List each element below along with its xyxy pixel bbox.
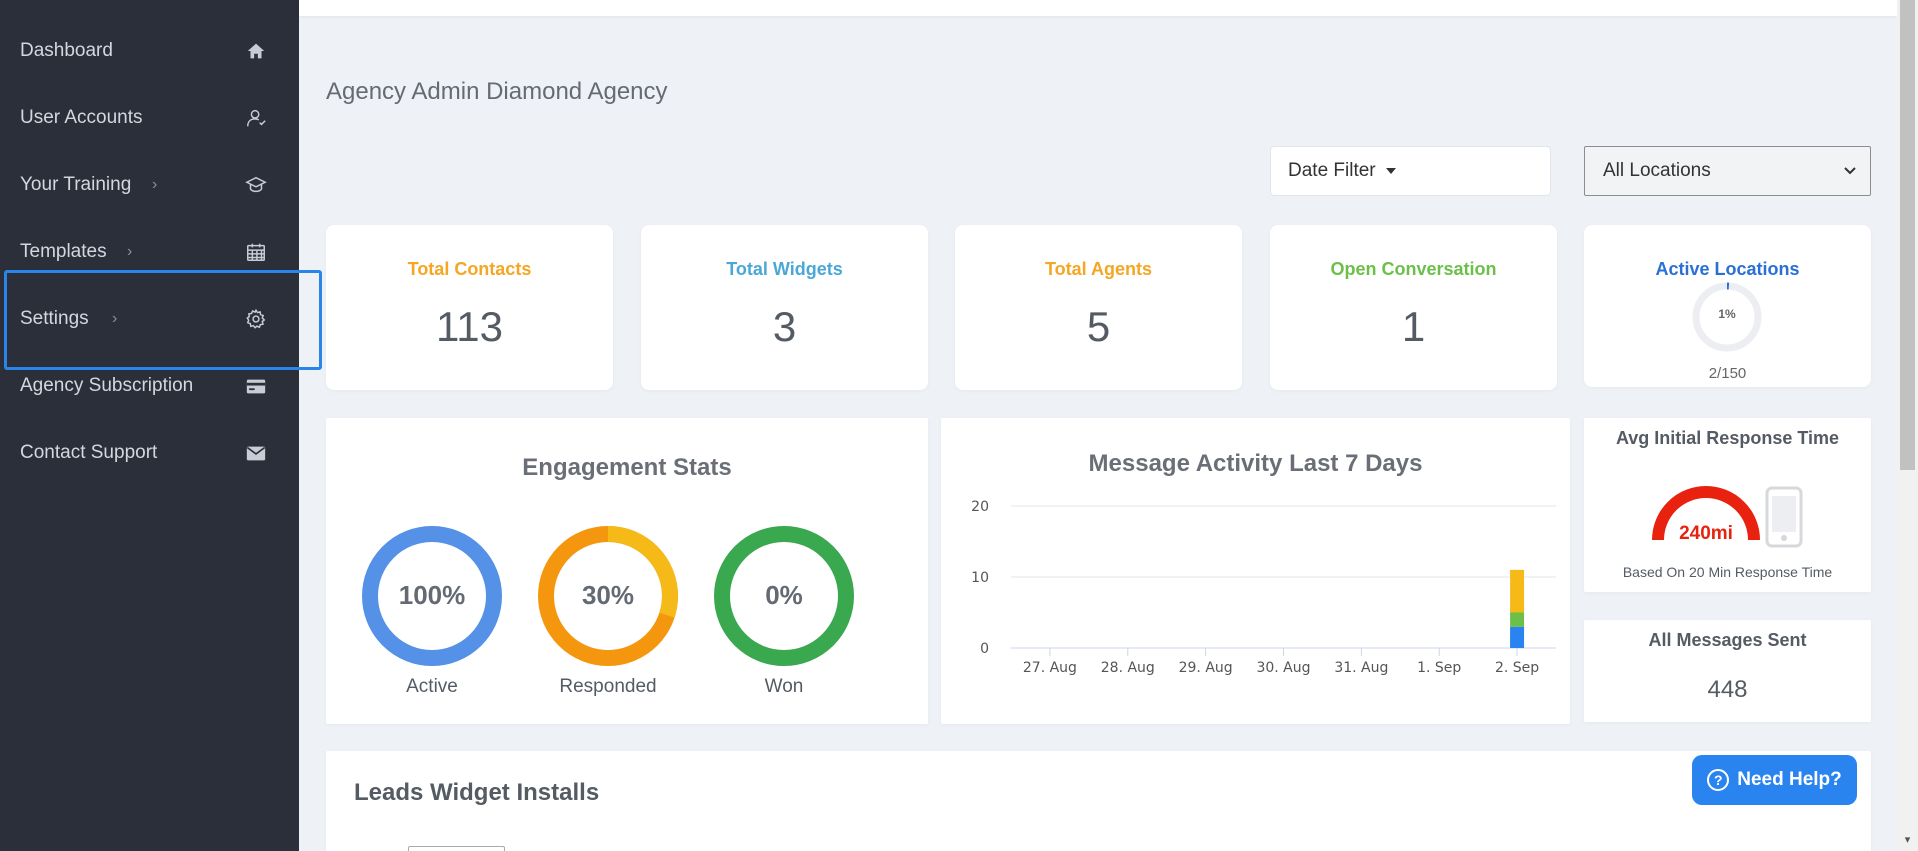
y-tick-label: 10 xyxy=(971,570,989,586)
stat-value: 113 xyxy=(436,303,503,350)
response-gauge xyxy=(1652,486,1760,541)
gear-icon xyxy=(244,307,268,331)
donut-label-active: Active xyxy=(406,676,458,697)
donut-percent-won: 0% xyxy=(765,580,803,610)
top-bar xyxy=(299,0,1897,16)
chevron-down-icon xyxy=(1844,167,1856,175)
x-tick-label: 2. Sep xyxy=(1495,660,1539,676)
sidebar-item-dashboard[interactable]: Dashboard xyxy=(0,17,299,84)
location-select[interactable]: All Locations xyxy=(1584,146,1871,196)
scrollbar-thumb[interactable] xyxy=(1900,0,1915,470)
response-gauge-value: 240mi xyxy=(1679,523,1733,544)
stat-title: Total Widgets xyxy=(726,259,843,279)
chevron-right-icon: › xyxy=(127,242,133,260)
sidebar-item-contact-support[interactable]: Contact Support xyxy=(0,419,299,486)
scroll-down-arrow[interactable]: ▾ xyxy=(1904,834,1911,846)
x-tick-label: 1. Sep xyxy=(1417,660,1461,676)
calendar-icon xyxy=(244,240,268,264)
stat-card-total-widgets: Total Widgets 3 xyxy=(641,225,928,390)
active-locations-count: 2/150 xyxy=(1708,365,1747,382)
sidebar-item-settings[interactable]: Settings › xyxy=(0,285,299,352)
x-tick-label: 29. Aug xyxy=(1179,660,1233,676)
engagement-donuts xyxy=(362,526,854,666)
sidebar-item-label: Dashboard xyxy=(20,39,113,61)
chart-title: Message Activity Last 7 Days xyxy=(1088,450,1423,477)
stat-value: 3 xyxy=(772,303,797,350)
sidebar-item-user-accounts[interactable]: User Accounts xyxy=(0,84,299,151)
date-filter-button[interactable]: Date Filter xyxy=(1270,146,1551,196)
x-tick-label: 31. Aug xyxy=(1334,660,1388,676)
leads-widget-control[interactable] xyxy=(408,846,505,851)
donut-percent-active: 100% xyxy=(398,580,466,610)
sidebar: Dashboard User Accounts Your Training › … xyxy=(0,0,299,851)
page-title: Agency Admin Diamond Agency xyxy=(326,78,668,105)
donut-percent-responded: 30% xyxy=(581,580,635,610)
stat-card-total-agents: Total Agents 5 xyxy=(955,225,1242,390)
donut-arc xyxy=(538,526,678,666)
bar-segment xyxy=(1510,569,1525,613)
sidebar-item-templates[interactable]: Templates › xyxy=(0,218,299,285)
credit-card-icon xyxy=(244,374,268,398)
need-help-button[interactable]: ? Need Help? xyxy=(1692,755,1857,805)
y-tick-label: 0 xyxy=(980,641,989,657)
donut-track xyxy=(362,526,502,666)
engagement-stats-card: Engagement Stats 100% 30% 0% Active Resp… xyxy=(326,418,928,724)
engagement-stats-title: Engagement Stats xyxy=(522,454,732,481)
caret-down-icon xyxy=(1385,168,1396,174)
active-locations-percent: 1% xyxy=(1718,307,1736,321)
envelope-icon xyxy=(244,441,268,465)
donut-label-responded: Responded xyxy=(559,676,657,697)
x-tick-label: 28. Aug xyxy=(1101,660,1155,676)
sidebar-item-label: Settings xyxy=(20,307,89,329)
users-icon xyxy=(244,106,268,130)
stat-title: Total Contacts xyxy=(407,259,532,279)
response-caption: Based On 20 Min Response Time xyxy=(1622,564,1833,580)
sidebar-item-label: Contact Support xyxy=(20,441,158,463)
stat-value: 5 xyxy=(1086,303,1111,350)
sidebar-item-your-training[interactable]: Your Training › xyxy=(0,151,299,218)
leads-widget-installs-card: Leads Widget Installs xyxy=(326,751,1871,851)
stat-title: Active Locations xyxy=(1655,259,1800,279)
phone-icon xyxy=(1765,486,1803,548)
question-icon: ? xyxy=(1707,769,1730,791)
stat-card-total-contacts: Total Contacts 113 xyxy=(326,225,613,390)
bar-segment xyxy=(1510,626,1525,648)
avg-response-title: Avg Initial Response Time xyxy=(1615,428,1840,448)
y-tick-label: 20 xyxy=(971,499,989,515)
x-tick-label: 27. Aug xyxy=(1023,660,1077,676)
message-activity-chart: 0 10 20 27. Aug 28. Aug 29. Aug 30. Aug 31. Aug… xyxy=(971,499,1556,676)
sidebar-item-label: Agency Subscription xyxy=(20,374,194,396)
messages-sent-card: All Messages Sent 448 xyxy=(1584,620,1871,722)
sidebar-item-label: User Accounts xyxy=(20,106,143,128)
stat-card-open-conversation: Open Conversation 1 xyxy=(1270,225,1557,390)
location-select-value: All Locations xyxy=(1603,160,1711,181)
chevron-right-icon: › xyxy=(152,175,158,193)
home-icon xyxy=(244,39,268,63)
stat-value: 1 xyxy=(1401,303,1426,350)
chevron-right-icon: › xyxy=(112,309,118,327)
selection-highlight xyxy=(4,270,322,370)
stat-title: Open Conversation xyxy=(1330,259,1497,279)
x-tick-label: 30. Aug xyxy=(1256,660,1310,676)
bar-segment xyxy=(1510,612,1525,627)
messages-sent-value: 448 xyxy=(1707,676,1748,703)
sidebar-item-agency-subscription[interactable]: Agency Subscription xyxy=(0,352,299,419)
active-locations-ring xyxy=(1692,282,1762,352)
donut-label-won: Won xyxy=(764,676,804,697)
stat-title: Total Agents xyxy=(1045,259,1152,279)
need-help-label: Need Help? xyxy=(1737,769,1842,790)
sidebar-item-label: Templates xyxy=(20,240,107,262)
donut-track xyxy=(714,526,854,666)
messages-sent-title: All Messages Sent xyxy=(1648,630,1807,650)
leads-widget-title: Leads Widget Installs xyxy=(354,779,600,806)
message-activity-card: Message Activity Last 7 Days 0 10 20 27. Au… xyxy=(941,418,1570,724)
avg-response-time-card: Avg Initial Response Time 240mi Based On… xyxy=(1584,418,1871,592)
stat-card-active-locations: Active Locations 1% 2/150 xyxy=(1584,225,1871,387)
graduation-cap-icon xyxy=(244,173,268,197)
sidebar-item-label: Your Training xyxy=(20,173,132,195)
date-filter-label: Date Filter xyxy=(1288,160,1376,181)
